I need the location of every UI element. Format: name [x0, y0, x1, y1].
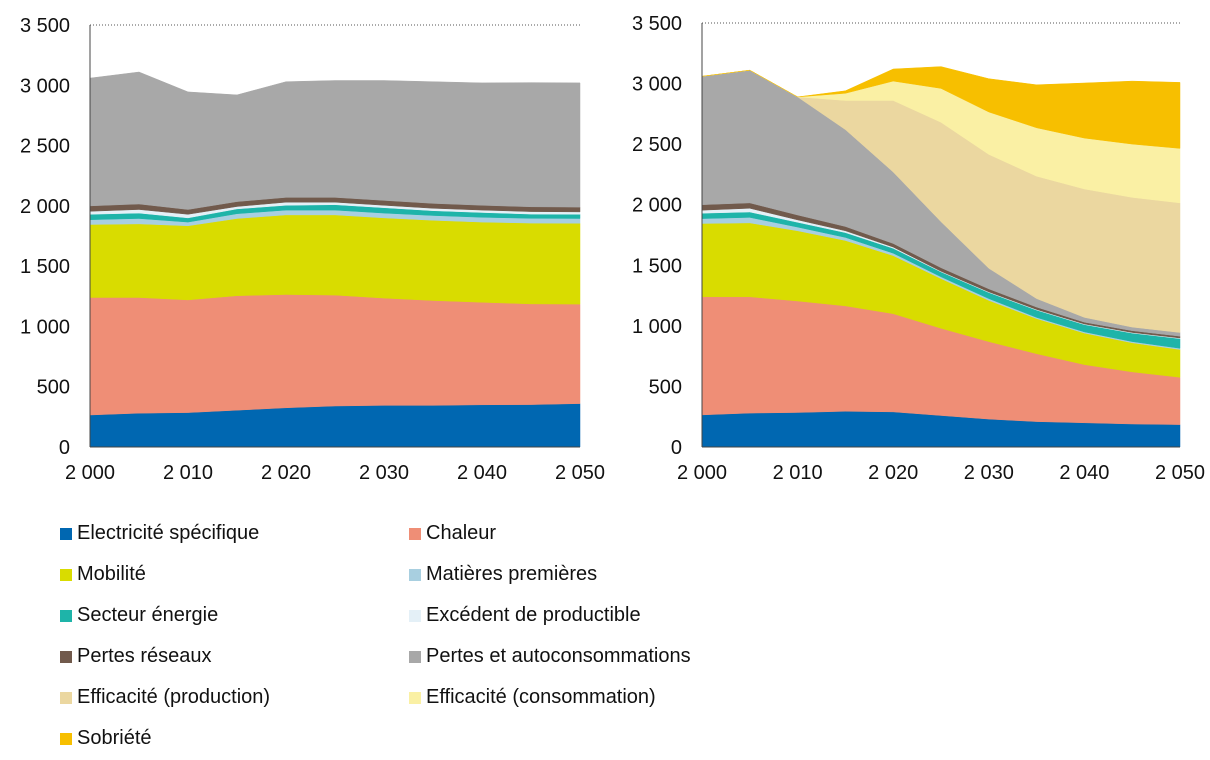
legend-item-elec: Electricité spécifique [60, 522, 259, 545]
x-tick-label: 2 030 [964, 462, 1014, 484]
y-tick-label: 0 [59, 437, 70, 459]
legend-item-effp: Efficacité (production) [60, 686, 270, 709]
legend-item-chal: Chaleur [409, 522, 496, 545]
legend-swatch [409, 650, 421, 663]
legend-item-sect: Secteur énergie [60, 604, 218, 627]
legend-swatch [409, 527, 421, 540]
charts: 0 500 1 000 1 500 2 000 2 500 3 000 3 500 2 000 2… [20, 13, 1205, 484]
chart-2: 0 500 1 000 1 500 2 000 2 500 3 000 3 500 2 000 2… [632, 13, 1205, 484]
legend-label: Pertes réseaux [77, 645, 212, 667]
legend-swatch [60, 568, 72, 581]
legend-swatch [409, 568, 421, 581]
y-tick-label: 1 500 [20, 256, 70, 278]
legend-item-auto: Pertes et autoconsommations [409, 645, 691, 668]
legend-swatch [409, 691, 421, 704]
area-mob [89, 214, 581, 305]
x-tick-label: 2 000 [677, 462, 727, 484]
legend-swatch [60, 650, 72, 663]
y-tick-label: 1 500 [632, 255, 682, 277]
legend-label: Sobriété [77, 727, 152, 749]
area-auto [89, 71, 581, 210]
x-tick-label: 2 010 [163, 462, 213, 484]
y-tick-label: 1 000 [20, 316, 70, 338]
legend-label: Efficacité (consommation) [426, 686, 656, 708]
y-tick-label: 3 000 [632, 74, 682, 96]
y-tick-label: 3 000 [20, 75, 70, 97]
x-tick-label: 2 040 [1059, 462, 1109, 484]
y-tick-label: 2 500 [20, 136, 70, 158]
x-tick-label: 2 040 [457, 462, 507, 484]
area-sobr [701, 66, 1181, 149]
area-chal [89, 294, 581, 416]
legend-swatch [60, 609, 72, 622]
y-tick-label: 2 500 [632, 134, 682, 156]
legend-item-sobr: Sobriété [60, 727, 152, 750]
x-tick-label: 2 020 [868, 462, 918, 484]
y-tick-label: 2 000 [632, 195, 682, 217]
y-tick-label: 2 000 [20, 196, 70, 218]
legend-label: Pertes et autoconsommations [426, 645, 691, 667]
y-tick-label: 500 [37, 377, 70, 399]
legend-label: Excédent de productible [426, 604, 641, 626]
x-tick-label: 2 030 [359, 462, 409, 484]
y-tick-label: 3 500 [20, 15, 70, 37]
legend-swatch [60, 527, 72, 540]
y-tick-label: 500 [649, 376, 682, 398]
legend-item-pert: Pertes réseaux [60, 645, 212, 668]
legend-label: Secteur énergie [77, 604, 219, 626]
x-tick-label: 2 000 [65, 462, 115, 484]
legend-item-exce: Excédent de productible [409, 604, 641, 627]
x-tick-label: 2 020 [261, 462, 311, 484]
legend-swatch [60, 732, 72, 745]
x-tick-label: 2 050 [1155, 462, 1205, 484]
legend-swatch [409, 609, 421, 622]
legend-label: Chaleur [426, 522, 497, 544]
legend-label: Matières premières [426, 563, 598, 585]
legend-item-mob: Mobilité [60, 563, 146, 586]
x-tick-label: 2 050 [555, 462, 605, 484]
y-tick-label: 0 [671, 437, 682, 459]
legend-item-effc: Efficacité (consommation) [409, 686, 656, 709]
legend-swatch [60, 691, 72, 704]
chart-1: 0 500 1 000 1 500 2 000 2 500 3 000 3 500 2 000 2… [20, 15, 605, 484]
y-tick-label: 1 000 [632, 316, 682, 338]
x-tick-label: 2 010 [773, 462, 823, 484]
legend-label: Efficacité (production) [77, 686, 271, 708]
legend-item-mat: Matières premières [409, 563, 597, 586]
legend-label: Mobilité [77, 563, 146, 585]
legend-label: Electricité spécifique [77, 522, 260, 544]
y-tick-label: 3 500 [632, 13, 682, 35]
